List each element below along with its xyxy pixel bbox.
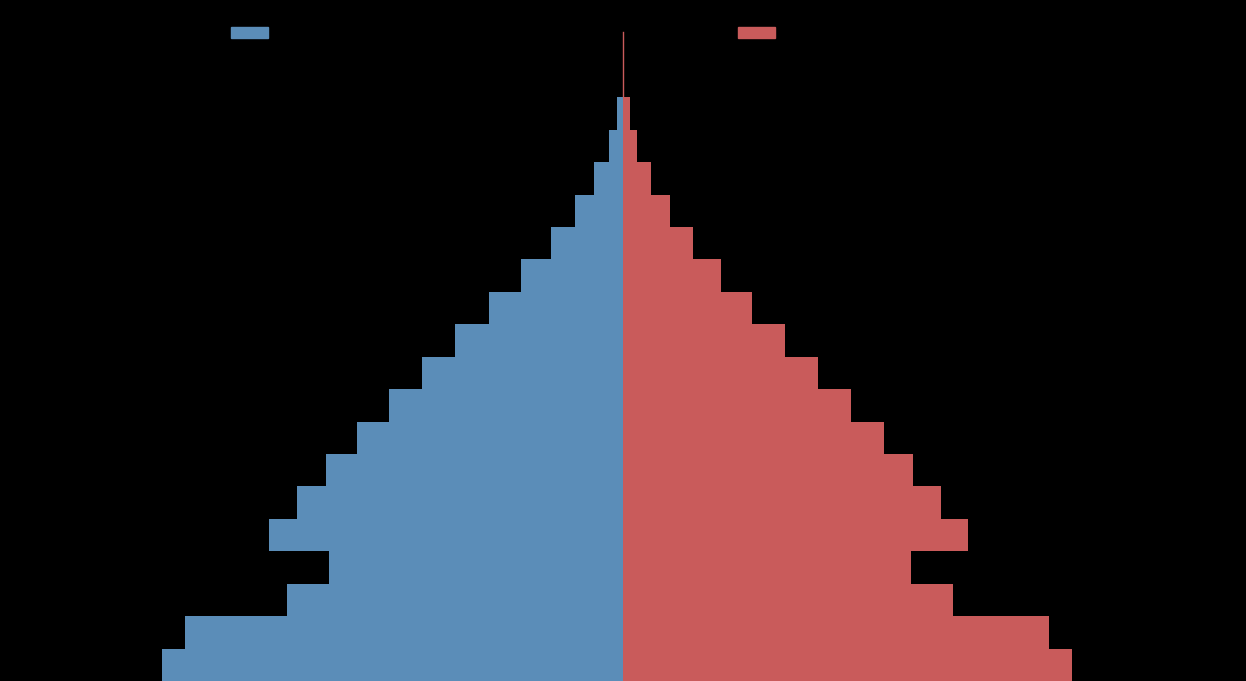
- Bar: [488, 292, 623, 324]
- Bar: [551, 227, 623, 259]
- Bar: [623, 422, 885, 454]
- Bar: [623, 552, 911, 584]
- Bar: [623, 648, 1073, 681]
- Bar: [608, 129, 623, 162]
- Bar: [623, 519, 968, 552]
- Bar: [623, 292, 753, 324]
- Bar: [389, 389, 623, 422]
- Bar: [623, 259, 721, 292]
- Bar: [421, 357, 623, 389]
- Bar: [623, 454, 913, 486]
- Bar: [623, 162, 650, 195]
- Bar: [269, 519, 623, 552]
- Bar: [617, 97, 623, 129]
- Bar: [623, 616, 1049, 648]
- Bar: [623, 486, 941, 519]
- Bar: [576, 195, 623, 227]
- Bar: [325, 454, 623, 486]
- Bar: [162, 648, 623, 681]
- Bar: [186, 616, 623, 648]
- Bar: [521, 259, 623, 292]
- Bar: [594, 162, 623, 195]
- Bar: [739, 27, 775, 38]
- Bar: [288, 584, 623, 616]
- Bar: [623, 357, 819, 389]
- Bar: [623, 129, 638, 162]
- Bar: [623, 227, 693, 259]
- Bar: [231, 27, 268, 38]
- Bar: [623, 97, 630, 129]
- Bar: [623, 324, 785, 357]
- Bar: [623, 195, 670, 227]
- Bar: [329, 552, 623, 584]
- Bar: [297, 486, 623, 519]
- Bar: [623, 584, 953, 616]
- Bar: [455, 324, 623, 357]
- Bar: [356, 422, 623, 454]
- Bar: [623, 389, 851, 422]
